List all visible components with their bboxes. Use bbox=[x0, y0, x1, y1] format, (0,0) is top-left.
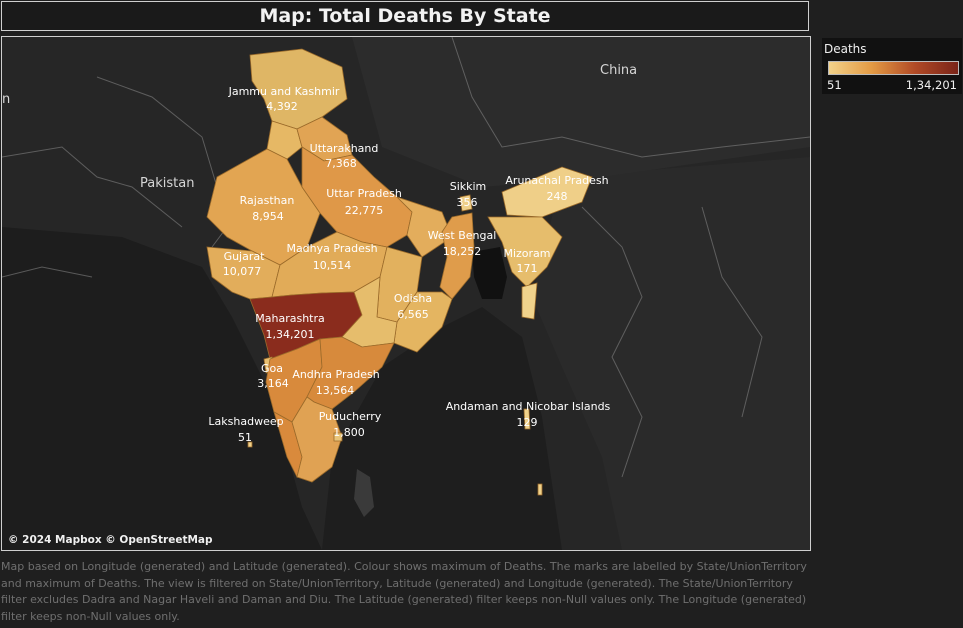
color-legend[interactable]: Deaths 51 1,34,201 bbox=[822, 38, 962, 94]
label-an-name: Andaman and Nicobar Islands bbox=[446, 400, 611, 413]
nicobar-islands[interactable] bbox=[537, 483, 543, 496]
label-jk-value: 4,392 bbox=[266, 100, 298, 113]
label-ap-value: 13,564 bbox=[316, 384, 355, 397]
label-uk-name: Uttarakhand bbox=[310, 142, 379, 155]
map-title: Map: Total Deaths By State bbox=[1, 1, 809, 31]
label-gj-value: 10,077 bbox=[223, 265, 262, 278]
state-tamil-nadu[interactable] bbox=[291, 396, 343, 483]
label-py-name: Puducherry bbox=[319, 410, 382, 423]
southeast-asia-land bbox=[532, 157, 810, 550]
legend-max: 1,34,201 bbox=[905, 78, 957, 92]
label-mz-value: 171 bbox=[517, 262, 538, 275]
label-ar-name: Arunachal Pradesh bbox=[505, 174, 608, 187]
label-mh-value: 1,34,201 bbox=[266, 328, 315, 341]
china-land bbox=[352, 37, 810, 187]
bangladesh bbox=[472, 247, 507, 299]
map-view[interactable]: China Pakistan n Jammu and Kashmir 4,392… bbox=[1, 36, 811, 551]
label-sk-value: 356 bbox=[457, 196, 478, 209]
label-ga-name: Goa bbox=[261, 362, 283, 375]
label-ga-value: 3,164 bbox=[257, 377, 289, 390]
label-ar-value: 248 bbox=[547, 190, 568, 203]
label-china: China bbox=[600, 63, 637, 78]
label-up-name: Uttar Pradesh bbox=[326, 187, 402, 200]
label-ld-name: Lakshadweep bbox=[208, 415, 283, 428]
state-andhra-pradesh[interactable] bbox=[306, 336, 395, 410]
label-sk-name: Sikkim bbox=[450, 180, 487, 193]
legend-title: Deaths bbox=[824, 42, 867, 56]
map-caption: Map based on Longitude (generated) and L… bbox=[1, 560, 807, 623]
label-mp-name: Madhya Pradesh bbox=[286, 242, 377, 255]
legend-min: 51 bbox=[827, 78, 842, 92]
india-states[interactable] bbox=[206, 48, 593, 496]
label-mp-value: 10,514 bbox=[313, 259, 352, 272]
label-od-value: 6,565 bbox=[397, 308, 429, 321]
state-punjab-himachal[interactable] bbox=[266, 120, 303, 160]
state-lakshadweep[interactable] bbox=[247, 441, 253, 448]
sri-lanka bbox=[354, 469, 374, 517]
map-canvas[interactable]: China Pakistan n Jammu and Kashmir 4,392… bbox=[2, 37, 810, 550]
state-andaman-and-nicobar[interactable] bbox=[523, 408, 531, 430]
label-od-name: Odisha bbox=[394, 292, 432, 305]
label-rj-value: 8,954 bbox=[252, 210, 284, 223]
state-arunachal-pradesh[interactable] bbox=[501, 166, 593, 218]
label-pakistan: Pakistan bbox=[140, 176, 194, 191]
label-left-edge: n bbox=[2, 92, 10, 107]
label-gj-name: Gujarat bbox=[224, 250, 266, 263]
state-mizoram[interactable] bbox=[521, 282, 538, 320]
map-attribution[interactable]: © 2024 Mapbox © OpenStreetMap bbox=[8, 534, 213, 546]
label-wb-name: West Bengal bbox=[428, 229, 497, 242]
state-northeast[interactable] bbox=[487, 216, 563, 288]
label-jk-name: Jammu and Kashmir bbox=[228, 85, 340, 98]
label-ap-name: Andhra Pradesh bbox=[292, 368, 379, 381]
legend-range: 51 1,34,201 bbox=[827, 78, 957, 92]
state-sikkim[interactable] bbox=[459, 194, 473, 212]
label-mz-name: Mizoram bbox=[503, 247, 550, 260]
legend-gradient-bar bbox=[828, 61, 959, 75]
label-uk-value: 7,368 bbox=[325, 157, 357, 170]
arabian-sea bbox=[2, 227, 322, 550]
state-labels: Jammu and Kashmir 4,392 Uttarakhand 7,36… bbox=[208, 85, 610, 444]
label-up-value: 22,775 bbox=[345, 204, 384, 217]
label-an-value: 129 bbox=[517, 416, 538, 429]
label-rj-name: Rajasthan bbox=[240, 194, 295, 207]
label-ld-value: 51 bbox=[238, 431, 252, 444]
state-puducherry[interactable] bbox=[333, 432, 343, 442]
bay-of-bengal bbox=[322, 307, 562, 550]
label-wb-value: 18,252 bbox=[443, 245, 482, 258]
label-py-value: 1,800 bbox=[333, 426, 365, 439]
label-mh-name: Maharashtra bbox=[255, 312, 325, 325]
